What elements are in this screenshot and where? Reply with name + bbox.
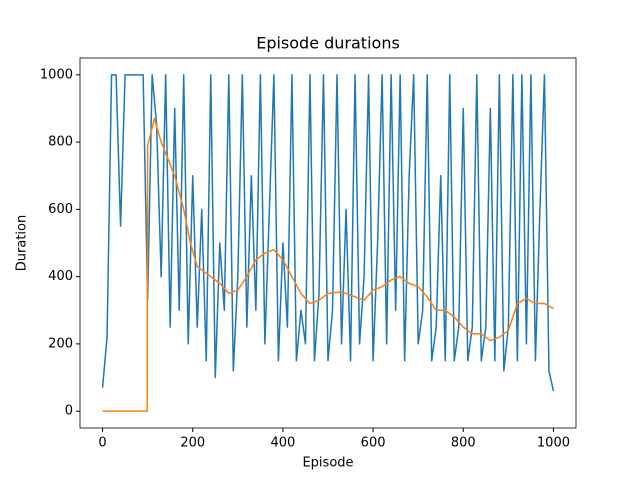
y-tick-label: 1000	[40, 67, 73, 82]
x-axis-label: Episode	[302, 456, 353, 471]
y-tick-label: 600	[48, 202, 73, 217]
series-line	[102, 117, 554, 412]
y-tick-label: 0	[65, 404, 73, 419]
x-tick-label: 1000	[537, 436, 570, 451]
x-tick-label: 0	[98, 436, 106, 451]
x-tick-label: 400	[270, 436, 295, 451]
y-tick-label: 800	[48, 135, 73, 150]
y-tick-label: 200	[48, 336, 73, 351]
x-tick-label: 200	[180, 436, 205, 451]
y-tick-label: 400	[48, 269, 73, 284]
x-tick-label: 800	[451, 436, 476, 451]
x-tick-label: 600	[361, 436, 386, 451]
y-axis-label: Duration	[15, 215, 30, 271]
plot-frame	[79, 57, 577, 429]
series-line	[101, 74, 555, 392]
chart-title: Episode durations	[256, 34, 400, 53]
